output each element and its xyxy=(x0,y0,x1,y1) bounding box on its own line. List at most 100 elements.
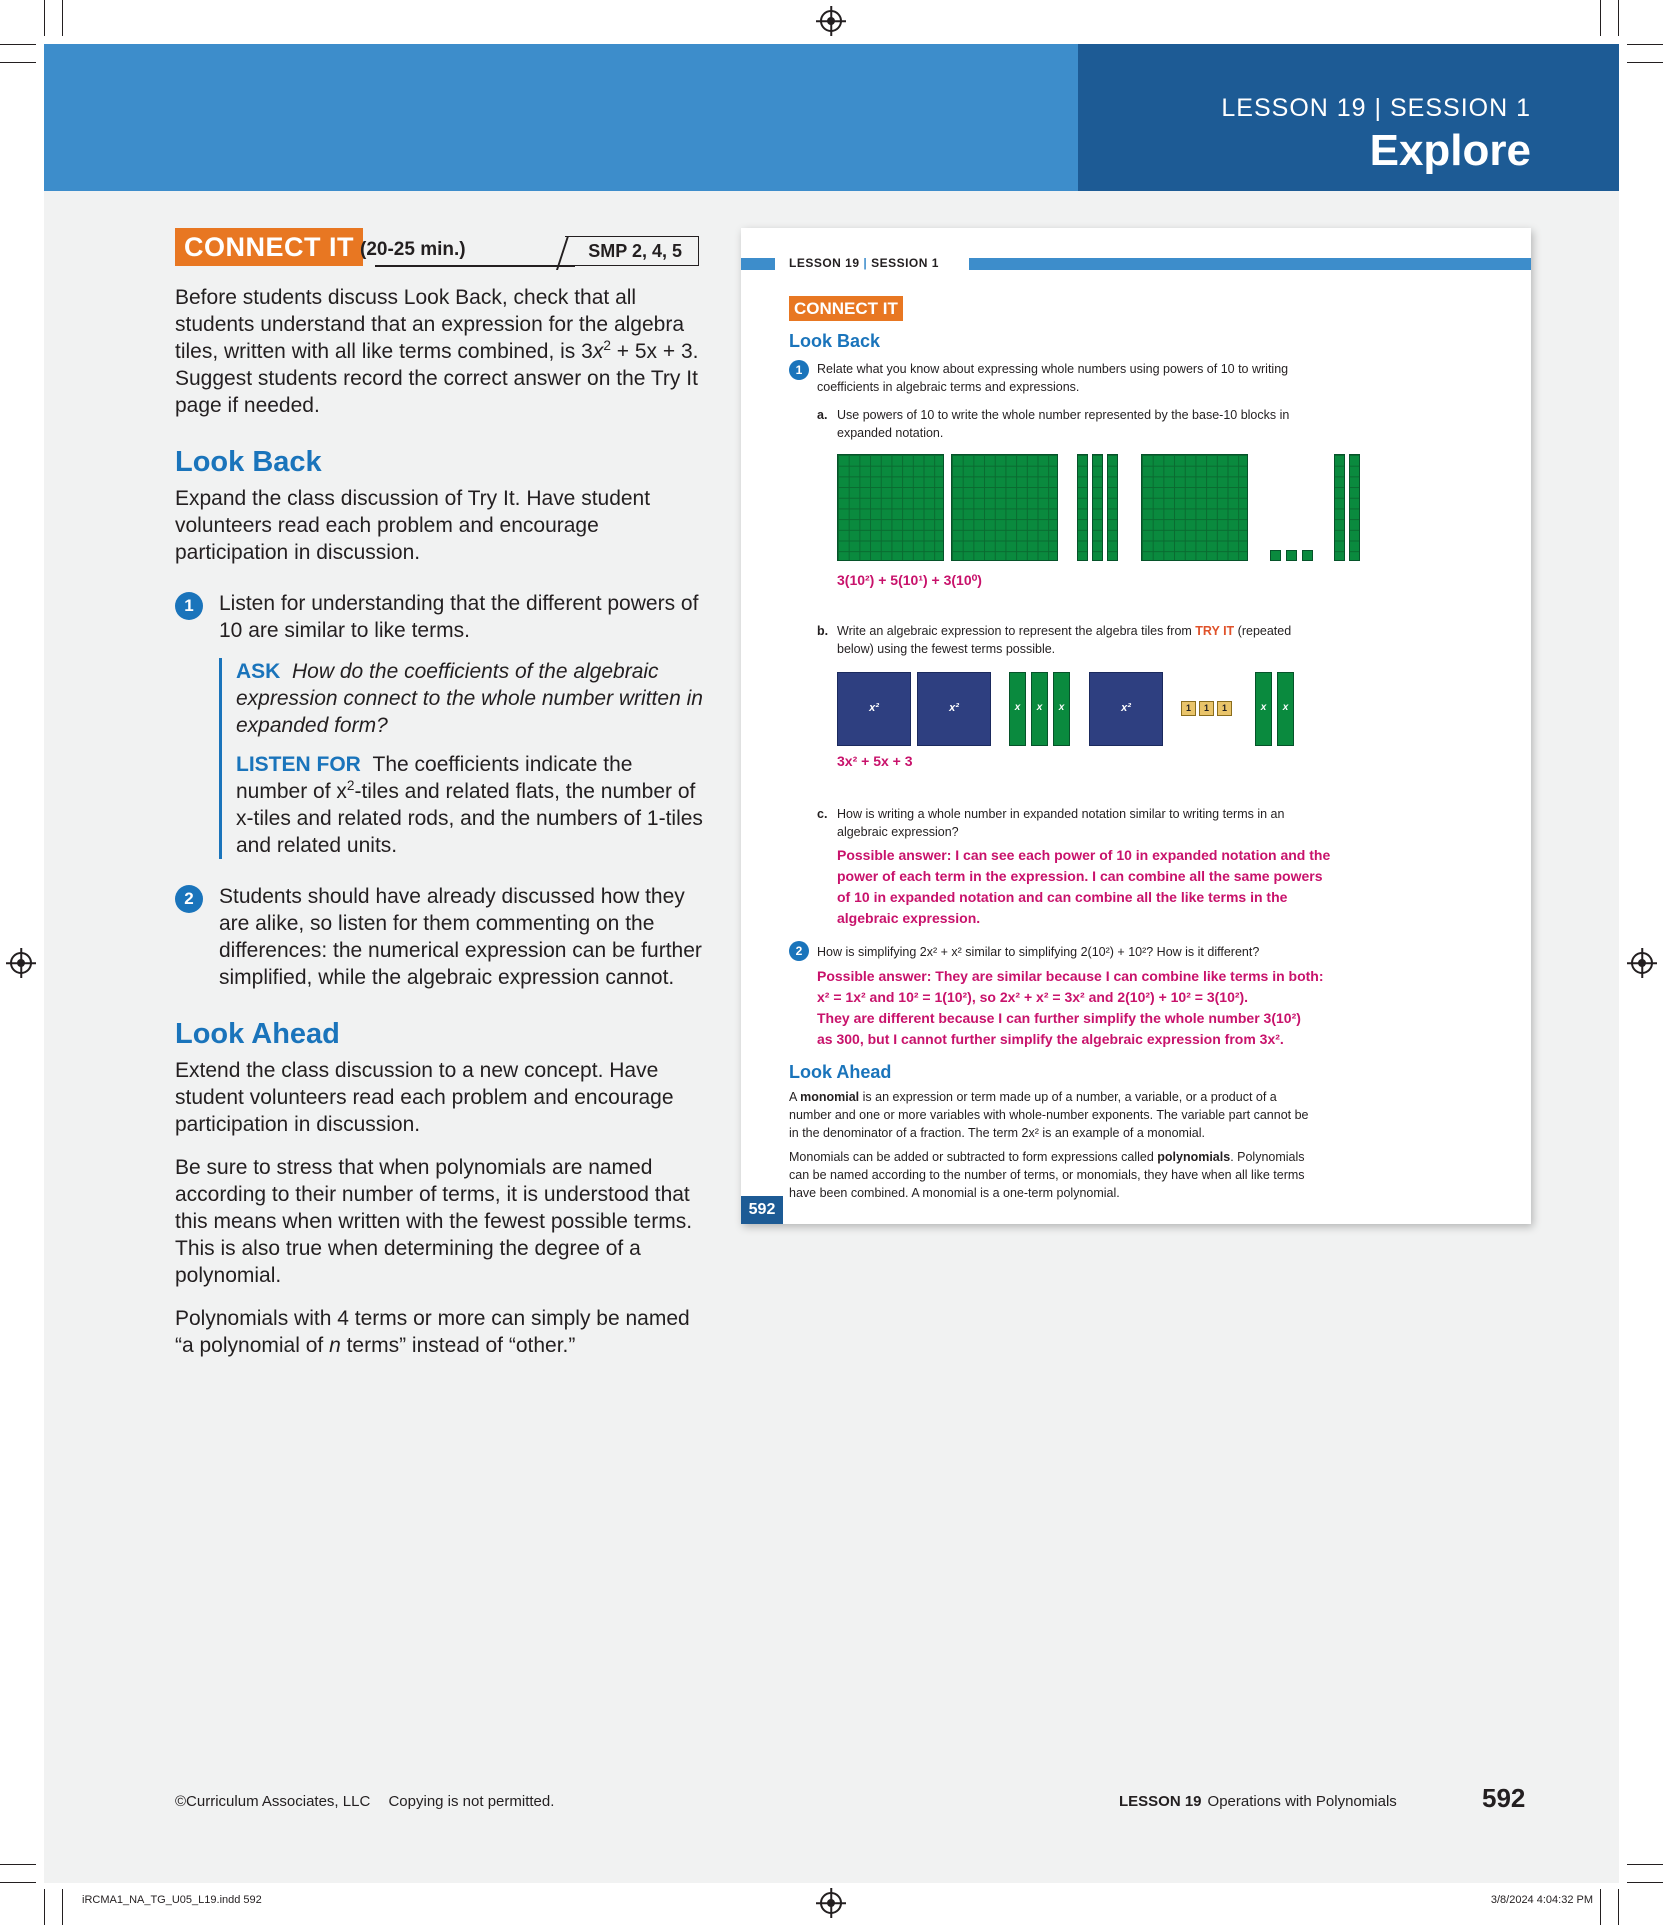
footer-lesson: LESSON 19 Operations with Polynomials xyxy=(1119,1793,1397,1810)
x-squared-tile: x² xyxy=(917,672,991,746)
unit-tile: 1 xyxy=(1181,701,1196,716)
item-2: 2 Students should have already discussed… xyxy=(175,883,705,991)
unit-tile: 1 xyxy=(1217,701,1232,716)
crop-mark xyxy=(1627,62,1663,63)
hundreds-flat xyxy=(1141,454,1248,561)
page-number-badge: 592 xyxy=(741,1196,783,1224)
item-number-badge: 2 xyxy=(175,885,203,913)
tens-rod xyxy=(1349,454,1360,561)
registration-mark-left xyxy=(10,952,32,974)
page-number: 592 xyxy=(1482,1783,1526,1813)
part-b-text: Write an algebraic expression to represe… xyxy=(837,624,1292,656)
tens-rod xyxy=(1334,454,1345,561)
question-2-answer: Possible answer: They are similar becaus… xyxy=(817,968,1324,1047)
part-a-answer: 3(10²) + 5(10¹) + 3(10⁰) xyxy=(837,572,982,588)
part-b-label: b. xyxy=(817,624,829,638)
header-bar xyxy=(741,258,775,270)
x-tile: x xyxy=(1255,672,1272,746)
ask-listen-block: ASK How do the coefficients of the algeb… xyxy=(219,658,705,859)
polynomial-naming-paragraph: Polynomials with 4 terms or more can sim… xyxy=(175,1307,690,1357)
page-title: Explore xyxy=(1369,126,1531,175)
lesson-label: LESSON 19 xyxy=(1221,94,1367,122)
stress-paragraph: Be sure to stress that when polynomials … xyxy=(175,1156,693,1287)
x-tile: x xyxy=(1031,672,1048,746)
connect-it-badge: CONNECT IT xyxy=(175,228,363,266)
x-tile: x xyxy=(1009,672,1026,746)
separator: | xyxy=(1374,94,1383,122)
session-label: SESSION 1 xyxy=(1390,94,1531,122)
item-number-badge: 1 xyxy=(175,592,203,620)
part-c-text: How is writing a whole number in expande… xyxy=(837,807,1285,839)
registration-mark-bottom xyxy=(820,1892,842,1914)
hundreds-flat xyxy=(951,454,1058,561)
part-c-label: c. xyxy=(817,807,828,821)
part-c-answer: Possible answer: I can see each power of… xyxy=(837,847,1331,926)
ask-label: ASK xyxy=(236,660,281,683)
part-b-answer: 3x² + 5x + 3 xyxy=(837,753,913,769)
crop-mark xyxy=(62,1889,63,1925)
crop-mark xyxy=(0,62,36,63)
student-page-header: LESSON 19 | SESSION 1 xyxy=(789,256,939,270)
smp-standards-box: SMP 2, 4, 5 xyxy=(565,236,699,266)
crop-mark xyxy=(0,1882,36,1883)
student-page-thumbnail: LESSON 19 | SESSION 1 CONNECT IT Look Ba… xyxy=(741,228,1531,1224)
unit-tile: 1 xyxy=(1199,701,1214,716)
crop-mark xyxy=(1600,1889,1601,1925)
ask-prompt: ASK How do the coefficients of the algeb… xyxy=(236,660,703,737)
tens-rod xyxy=(1107,454,1118,561)
crop-mark xyxy=(44,0,45,36)
look-back-heading: Look Back xyxy=(789,331,881,351)
slug-date: 3/8/2024 4:04:32 PM xyxy=(1490,1894,1593,1906)
crop-mark xyxy=(1627,1882,1663,1883)
question-1-text: Relate what you know about expressing wh… xyxy=(817,362,1289,394)
item-1: 1 Listen for understanding that the diff… xyxy=(175,590,705,644)
hundreds-flat xyxy=(837,454,944,561)
intro-paragraph: Before students discuss Look Back, check… xyxy=(175,286,699,417)
tens-rod xyxy=(1092,454,1103,561)
crop-mark xyxy=(62,0,63,36)
ones-unit xyxy=(1302,550,1313,561)
x-squared-tile: x² xyxy=(1089,672,1163,746)
crop-mark xyxy=(1627,44,1663,45)
part-a-label: a. xyxy=(817,408,828,422)
ones-unit xyxy=(1286,550,1297,561)
listen-for-prompt: LISTEN FOR The coefficients indicate the… xyxy=(236,753,703,857)
registration-mark-right xyxy=(1631,952,1653,974)
header-banner-dark xyxy=(1078,44,1619,191)
crop-mark xyxy=(0,44,36,45)
crop-mark xyxy=(1618,0,1619,36)
crop-mark xyxy=(1618,1889,1619,1925)
look-ahead-paragraph: Extend the class discussion to a new con… xyxy=(175,1059,674,1136)
crop-mark xyxy=(0,1864,36,1865)
connect-it-badge: CONNECT IT xyxy=(789,296,903,321)
tens-rod xyxy=(1077,454,1088,561)
lesson-session-label: LESSON 19 | SESSION 1 xyxy=(1221,94,1531,123)
crop-mark xyxy=(44,1889,45,1925)
registration-mark-top xyxy=(820,10,842,32)
header-bar xyxy=(969,258,1531,270)
crop-mark xyxy=(1627,1864,1663,1865)
question-number-badge: 1 xyxy=(789,360,809,380)
item-1-text: Listen for understanding that the differ… xyxy=(219,592,699,642)
x-squared-tile: x² xyxy=(837,672,911,746)
part-a-text: Use powers of 10 to write the whole numb… xyxy=(837,408,1290,440)
question-number-badge: 2 xyxy=(789,941,809,961)
look-ahead-heading: Look Ahead xyxy=(789,1062,892,1082)
connect-it-header: CONNECT IT (20-25 min.) SMP 2, 4, 5 xyxy=(175,228,705,268)
listen-for-label: LISTEN FOR xyxy=(236,753,361,776)
look-back-paragraph: Expand the class discussion of Try It. H… xyxy=(175,487,651,564)
look-ahead-paragraph-1: A monomial is an expression or term made… xyxy=(789,1090,1309,1140)
time-estimate: (20-25 min.) xyxy=(360,239,466,260)
footer-copyright: ©Curriculum Associates, LLC Copying is n… xyxy=(175,1793,555,1810)
question-2-text: How is simplifying 2x² + x² similar to s… xyxy=(817,945,1260,959)
ones-unit xyxy=(1270,550,1281,561)
item-2-text: Students should have already discussed h… xyxy=(219,885,702,989)
slug-filename: iRCMA1_NA_TG_U05_L19.indd 592 xyxy=(82,1894,262,1906)
x-tile: x xyxy=(1277,672,1294,746)
teacher-notes-column: CONNECT IT (20-25 min.) SMP 2, 4, 5 Befo… xyxy=(175,228,705,1359)
look-back-heading: Look Back xyxy=(175,446,322,478)
look-ahead-heading: Look Ahead xyxy=(175,1018,340,1050)
look-ahead-paragraph-2: Monomials can be added or subtracted to … xyxy=(789,1150,1305,1200)
x-tile: x xyxy=(1053,672,1070,746)
crop-mark xyxy=(1600,0,1601,36)
